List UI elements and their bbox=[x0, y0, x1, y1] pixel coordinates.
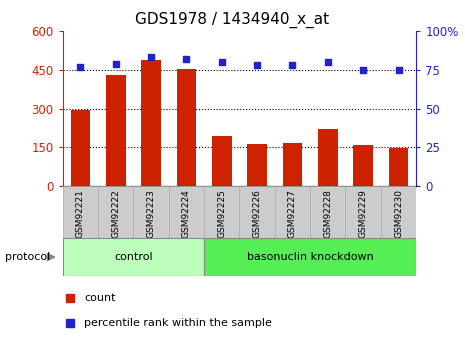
Text: GSM92225: GSM92225 bbox=[217, 189, 226, 238]
Text: GSM92222: GSM92222 bbox=[111, 189, 120, 238]
Bar bbox=[353, 146, 373, 186]
Bar bbox=[204, 186, 239, 238]
Point bbox=[324, 59, 332, 65]
Text: GSM92229: GSM92229 bbox=[359, 189, 368, 238]
Bar bbox=[247, 144, 267, 186]
Bar bbox=[63, 238, 204, 276]
Text: GSM92223: GSM92223 bbox=[146, 189, 156, 238]
Text: GDS1978 / 1434940_x_at: GDS1978 / 1434940_x_at bbox=[135, 12, 330, 28]
Text: GSM92227: GSM92227 bbox=[288, 189, 297, 238]
Text: GSM92226: GSM92226 bbox=[252, 189, 262, 238]
Point bbox=[112, 61, 120, 67]
Text: basonuclin knockdown: basonuclin knockdown bbox=[247, 252, 373, 262]
Point bbox=[395, 67, 402, 73]
Bar bbox=[389, 148, 408, 186]
Point bbox=[218, 59, 226, 65]
Point bbox=[183, 56, 190, 62]
Bar bbox=[71, 110, 90, 186]
Bar bbox=[345, 186, 381, 238]
Bar bbox=[98, 186, 133, 238]
Point bbox=[289, 62, 296, 68]
Text: GSM92224: GSM92224 bbox=[182, 189, 191, 238]
Bar bbox=[141, 59, 161, 186]
Text: GSM92228: GSM92228 bbox=[323, 189, 332, 238]
Text: GSM92221: GSM92221 bbox=[76, 189, 85, 238]
Bar bbox=[239, 186, 275, 238]
Bar bbox=[177, 69, 196, 186]
Bar bbox=[381, 186, 416, 238]
Text: protocol: protocol bbox=[5, 252, 50, 262]
Point bbox=[253, 62, 261, 68]
Text: count: count bbox=[84, 293, 115, 303]
Text: control: control bbox=[114, 252, 153, 262]
Bar bbox=[310, 186, 345, 238]
Bar bbox=[169, 186, 204, 238]
Bar bbox=[318, 129, 338, 186]
Bar bbox=[133, 186, 169, 238]
Point bbox=[359, 67, 367, 73]
Text: percentile rank within the sample: percentile rank within the sample bbox=[84, 318, 272, 328]
Bar bbox=[204, 238, 416, 276]
Text: GSM92230: GSM92230 bbox=[394, 189, 403, 238]
Bar bbox=[106, 75, 126, 186]
Bar bbox=[212, 136, 232, 186]
Bar bbox=[63, 186, 98, 238]
Bar bbox=[275, 186, 310, 238]
Point bbox=[77, 64, 84, 70]
Bar bbox=[283, 143, 302, 186]
Point bbox=[147, 55, 155, 60]
